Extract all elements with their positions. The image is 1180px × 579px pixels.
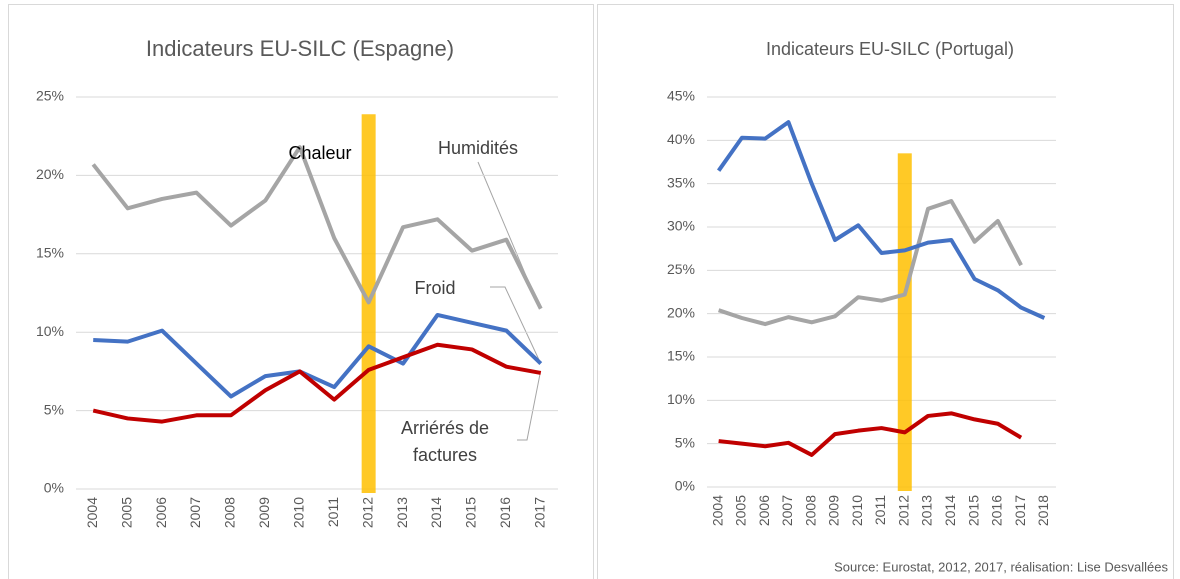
- x-tick-label: 2010: [290, 497, 306, 528]
- y-tick-label: 35%: [667, 174, 695, 190]
- x-tick-label: 2014: [942, 495, 958, 526]
- annotation: Chaleur: [288, 143, 352, 163]
- leader-line: [490, 286, 541, 363]
- line-series: [93, 312, 543, 399]
- y-tick-label: 5%: [44, 401, 64, 417]
- y-tick-label: 25%: [36, 88, 64, 104]
- x-tick-label: 2013: [919, 495, 935, 526]
- x-tick-label: 2004: [709, 495, 725, 526]
- y-tick-label: 5%: [675, 434, 695, 450]
- x-tick-label: 2010: [849, 495, 865, 526]
- x-tick-label: 2017: [1012, 495, 1028, 526]
- x-tick-label: 2018: [1035, 495, 1051, 526]
- x-tick-label: 2009: [256, 497, 272, 528]
- x-tick-label: 2008: [222, 497, 238, 528]
- x-tick-label: 2015: [463, 497, 479, 528]
- x-tick-label: 2014: [428, 497, 444, 528]
- x-tick-label: 2012: [359, 497, 375, 528]
- chart-title: Indicateurs EU-SILC (Espagne): [146, 36, 454, 61]
- x-tick-label: 2016: [497, 497, 513, 528]
- x-tick-label: 2011: [872, 495, 888, 525]
- y-tick-label: 15%: [667, 348, 695, 364]
- y-tick-label: 45%: [667, 88, 695, 104]
- annotation: Arriérés de factures: [400, 418, 490, 465]
- line-series: [91, 145, 543, 310]
- line-series: [92, 342, 542, 424]
- x-tick-label: 2004: [84, 497, 100, 528]
- line-series: [717, 199, 1023, 327]
- x-tick-label: 2006: [756, 495, 772, 526]
- panel: [8, 4, 594, 579]
- x-tick-label: 2011: [325, 497, 341, 527]
- x-tick-label: 2015: [965, 495, 981, 526]
- x-tick-label: 2006: [153, 497, 169, 528]
- y-tick-label: 40%: [667, 131, 695, 147]
- y-tick-label: 30%: [667, 218, 695, 234]
- x-tick-label: 2005: [733, 495, 749, 526]
- source: Source: Eurostat, 2012, 2017, réalisatio…: [834, 559, 1168, 574]
- x-tick-label: 2016: [989, 495, 1005, 526]
- x-tick-label: 2017: [531, 497, 547, 528]
- x-tick-label: 2013: [394, 497, 410, 528]
- annotation: Froid: [414, 278, 456, 298]
- chart-title: Indicateurs EU-SILC (Portugal): [766, 39, 1014, 59]
- x-tick-label: 2012: [895, 495, 911, 526]
- y-tick-label: 0%: [44, 480, 64, 496]
- x-tick-label: 2008: [802, 495, 818, 526]
- y-tick-label: 20%: [667, 304, 695, 320]
- y-tick-label: 25%: [667, 261, 695, 277]
- x-tick-label: 2007: [187, 497, 203, 528]
- x-tick-label: 2009: [826, 495, 842, 526]
- y-tick-label: 0%: [675, 478, 695, 494]
- x-tick-label: 2007: [779, 495, 795, 526]
- line-series: [716, 120, 1046, 320]
- y-tick-label: 15%: [36, 245, 64, 261]
- line-series: [718, 411, 1023, 457]
- y-tick-label: 10%: [36, 323, 64, 339]
- x-tick-label: 2005: [118, 497, 134, 528]
- panel: [597, 4, 1174, 579]
- highlight-bar: [897, 153, 912, 492]
- y-tick-label: 10%: [667, 391, 695, 407]
- annotation: Humidités: [437, 138, 519, 158]
- leader-line: [517, 373, 541, 441]
- y-tick-label: 20%: [36, 166, 64, 182]
